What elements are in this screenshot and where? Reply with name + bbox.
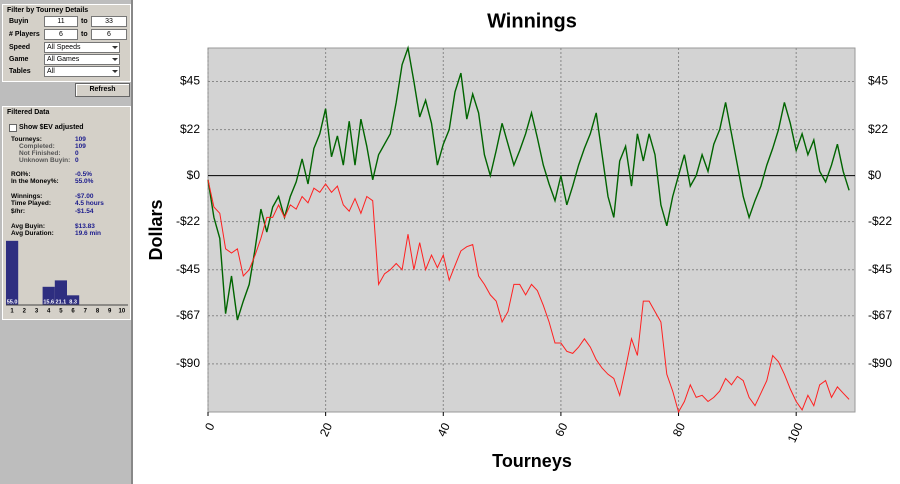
x-tick-label: 20 — [317, 420, 335, 438]
checkbox[interactable] — [9, 124, 17, 132]
stat-value: -0.5% — [75, 171, 92, 178]
x-tick-label: 5 — [59, 309, 63, 315]
stat-value: $13.83 — [75, 223, 95, 230]
stat-value: 0 — [75, 157, 79, 164]
stat-label: Time Played: — [11, 200, 51, 207]
stat-label: Tourneys: — [11, 136, 42, 143]
y-axis-label: Dollars — [146, 199, 166, 260]
stat-value: 19.6 min — [75, 230, 102, 237]
dropdown[interactable]: All Speeds — [44, 42, 120, 53]
stat-value: -$1.54 — [75, 208, 94, 215]
y-tick-label: -$45 — [176, 262, 200, 276]
mini-chart: 55.0 1 2 3 15.6 4 21.1 5 8.3 6 7 8 9 10 — [6, 240, 128, 315]
y-tick-label: $0 — [187, 168, 201, 182]
x-axis-label: Tourneys — [492, 451, 572, 471]
bar-label: 21.1 — [56, 299, 67, 305]
dropdown[interactable]: All — [44, 66, 120, 77]
x-tick-label: 3 — [35, 309, 39, 315]
x-tick-label: 10 — [119, 309, 126, 315]
stat-label: Winnings: — [11, 193, 43, 200]
stat-label: ROI%: — [11, 171, 31, 178]
x-tick-label: 1 — [10, 309, 14, 315]
x-tick-label: 2 — [23, 309, 27, 315]
stat-label: $/hr: — [11, 208, 26, 215]
series-line — [207, 179, 850, 414]
x-tick-label: 80 — [670, 420, 688, 438]
y-tick-label: -$67 — [176, 308, 200, 322]
chart-title: Winnings — [487, 10, 577, 32]
x-tick-label: 4 — [47, 309, 51, 315]
bar — [54, 280, 67, 305]
bar — [42, 286, 55, 305]
field-label: Buyin — [9, 18, 29, 25]
field-label: Tables — [9, 68, 31, 75]
stat-value: 109 — [75, 136, 86, 143]
x-tick-label: 7 — [84, 309, 88, 315]
stat-label: Completed: — [19, 143, 55, 150]
chart: Winnings Tourneys Dollars $45 $45 $22 $22 $0… — [146, 10, 893, 471]
stat-label: Avg Duration: — [11, 230, 54, 237]
bar — [67, 295, 80, 305]
y2-tick-label: -$22 — [868, 214, 892, 228]
stat-value: 55.0% — [75, 178, 94, 185]
input[interactable]: 6 — [91, 29, 127, 40]
x-tick-label: 0 — [202, 420, 218, 432]
bar-label: 55.0 — [7, 299, 18, 305]
y-tick-label: -$90 — [176, 356, 200, 370]
y2-tick-label: -$67 — [868, 308, 892, 322]
stat-value: 4.5 hours — [75, 200, 104, 207]
dropdown[interactable]: All Games — [44, 54, 120, 65]
x-tick-label: 6 — [71, 309, 75, 315]
panel-title: Filter by Tourney Details — [7, 7, 89, 14]
bar — [6, 240, 19, 305]
stat-label: Avg Buyin: — [11, 223, 46, 230]
refresh-button[interactable]: Refresh — [75, 83, 130, 97]
stat-value: 0 — [75, 150, 79, 157]
bar-label: 15.6 — [43, 299, 54, 305]
x-tick-label: 8 — [96, 309, 100, 315]
field-label: # Players — [9, 31, 40, 38]
filter-panel: Filter by Tourney Details Buyin 11 to 33… — [2, 4, 131, 82]
stat-label: Not Finished: — [19, 150, 61, 157]
bar-label: 8.3 — [69, 299, 77, 305]
x-tick-label: 40 — [435, 420, 453, 438]
panel-title: Filtered Data — [7, 109, 50, 116]
input[interactable]: 33 — [91, 16, 127, 27]
y2-tick-label: -$90 — [868, 356, 892, 370]
y2-tick-label: $22 — [868, 122, 888, 136]
series-line — [207, 45, 850, 321]
stat-label: Unknown Buyin: — [19, 157, 71, 164]
plot-area — [207, 47, 856, 413]
y-tick-label: $45 — [180, 74, 200, 88]
field-label: Speed — [9, 44, 31, 51]
stat-value: 109 — [75, 143, 86, 150]
y2-tick-label: -$45 — [868, 262, 892, 276]
filtered-panel: Filtered Data Show $EV adjusted Tourneys… — [2, 106, 131, 320]
y-tick-label: $22 — [180, 122, 200, 136]
y2-tick-label: $0 — [868, 168, 882, 182]
stat-label: In the Money%: — [11, 178, 59, 185]
sidebar: Filter by Tourney Details Buyin 11 to 33… — [0, 0, 133, 484]
input[interactable]: 6 — [44, 29, 78, 40]
stat-value: -$7.00 — [75, 193, 94, 200]
field-label: Game — [9, 56, 29, 63]
checkbox-label: Show $EV adjusted — [19, 124, 84, 131]
input[interactable]: 11 — [44, 16, 78, 27]
x-tick-label: 9 — [108, 309, 112, 315]
y2-tick-label: $45 — [868, 74, 888, 88]
x-tick-label: 100 — [785, 420, 806, 444]
y-tick-label: -$22 — [176, 214, 200, 228]
x-tick-label: 60 — [552, 420, 570, 438]
field-sep: to — [81, 31, 88, 38]
field-sep: to — [81, 18, 88, 25]
